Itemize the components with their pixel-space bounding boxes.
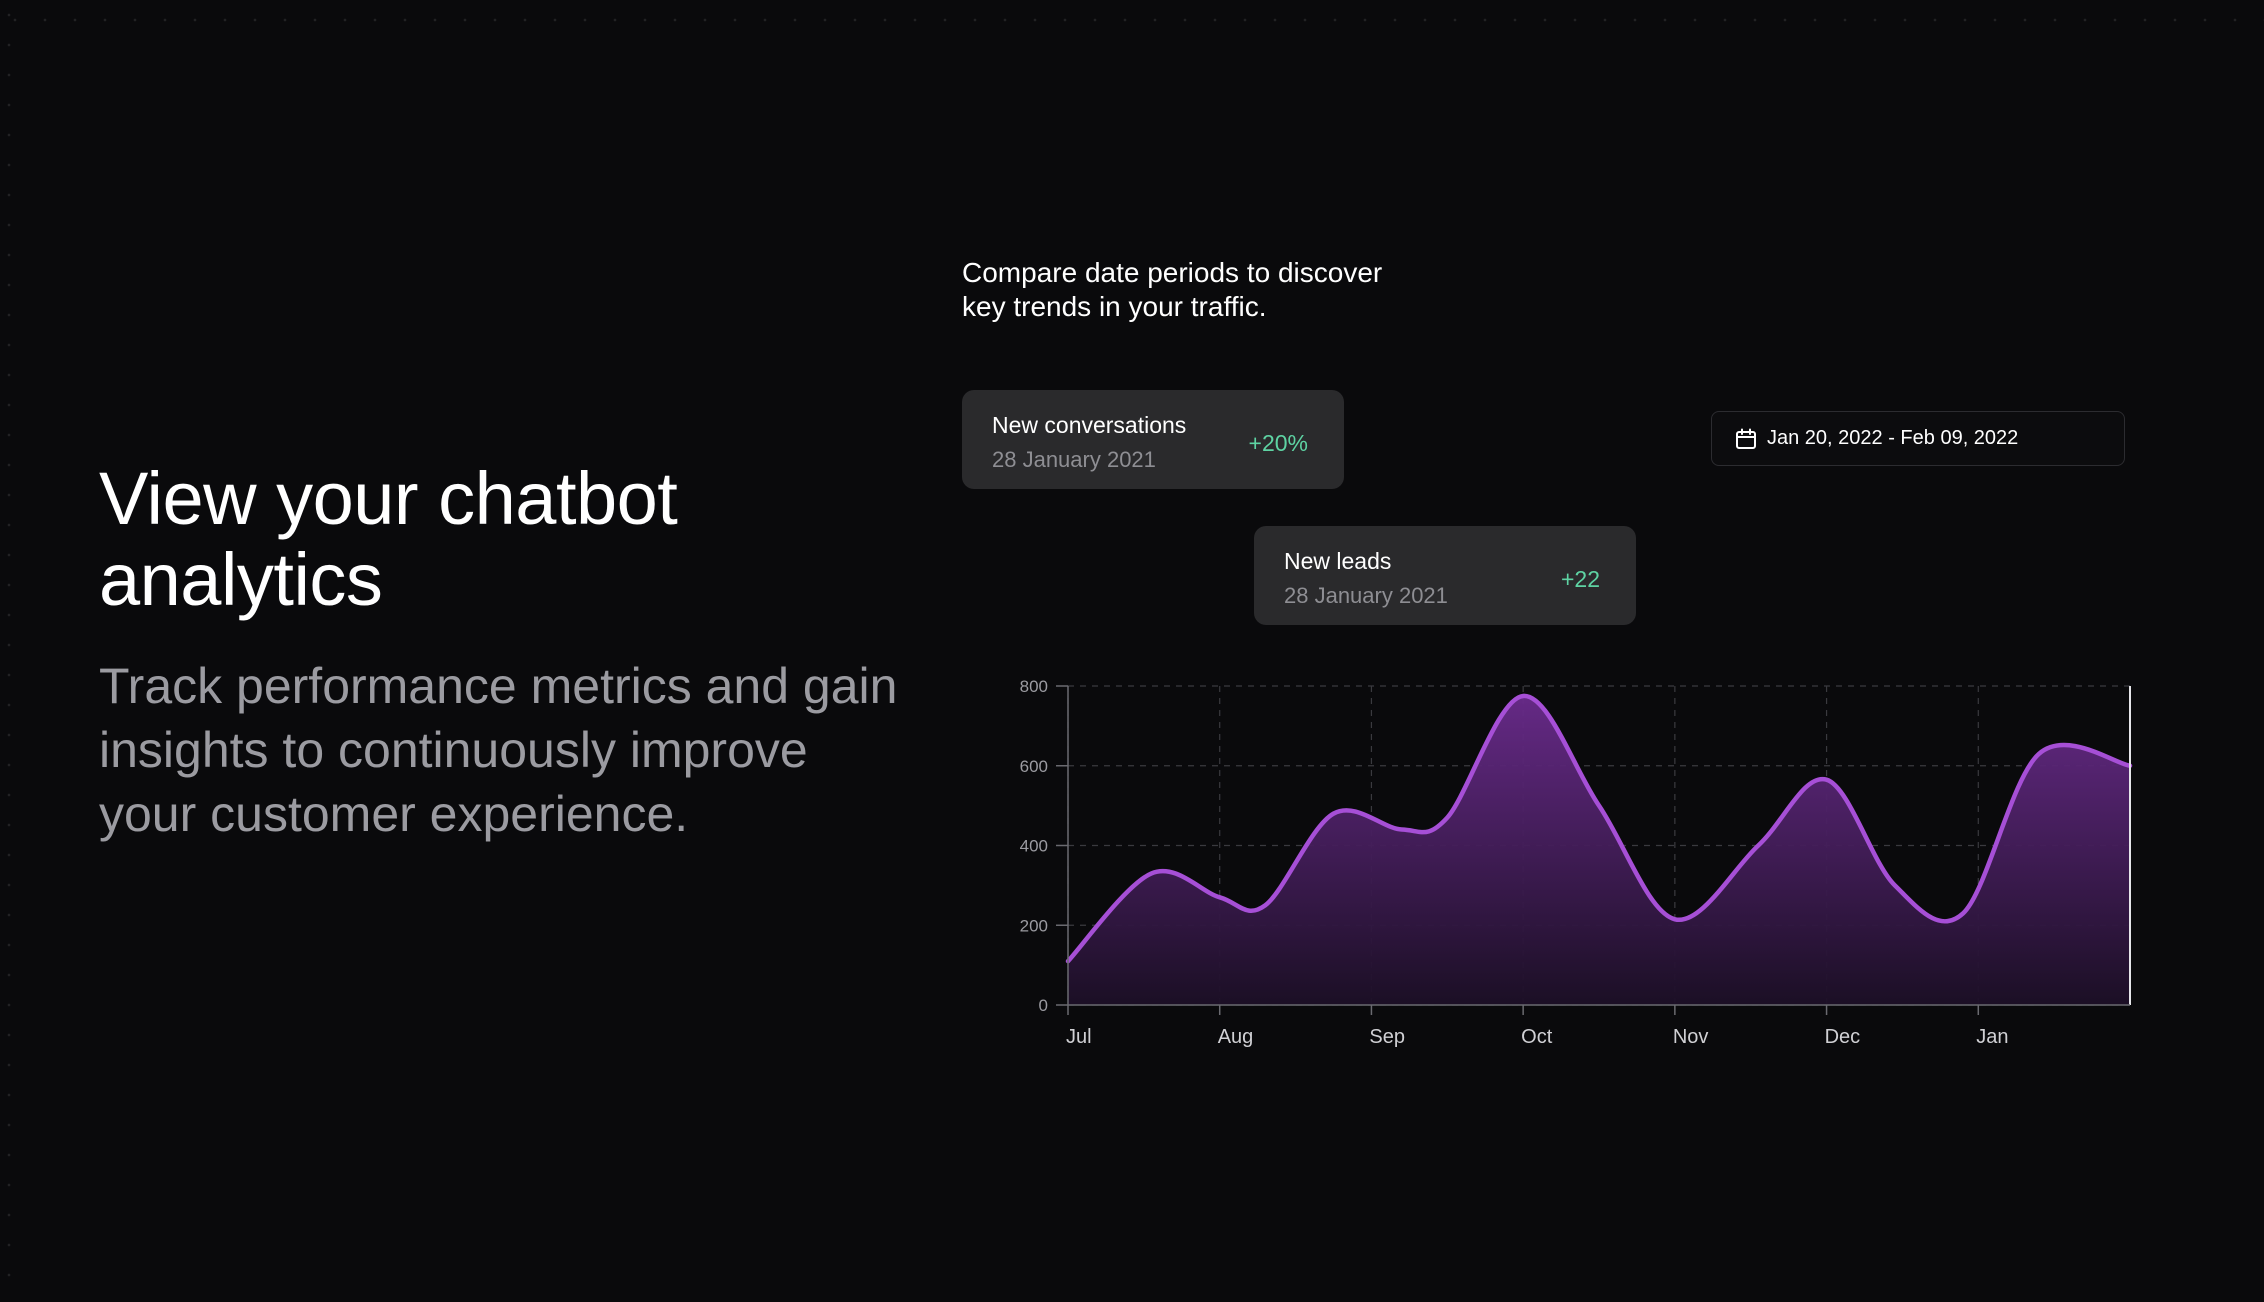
x-tick-label: Dec xyxy=(1825,1026,1861,1048)
x-tick-label: Aug xyxy=(1218,1026,1254,1048)
chart-caption-line2: key trends in your traffic. xyxy=(962,291,1267,322)
chart-axes: 0 200 400 600 800 Jul Aug Sep Oct Nov Dec Jan xyxy=(1020,677,2130,1048)
hero-title-line2: analytics xyxy=(99,538,383,621)
background-dot-grid-left xyxy=(6,0,12,1302)
hero-subtitle: Track performance metrics and gain insig… xyxy=(99,658,898,842)
date-range-picker[interactable]: Jan 20, 2022 - Feb 09, 2022 xyxy=(1711,411,2125,466)
x-tick-label: Jul xyxy=(1066,1026,1092,1048)
y-tick-label: 400 xyxy=(1020,837,1048,856)
y-tick-label: 200 xyxy=(1020,916,1048,935)
card-title: New leads xyxy=(1284,548,1392,574)
x-tick-label: Nov xyxy=(1673,1026,1709,1048)
chart-caption: Compare date periods to discover key tre… xyxy=(962,256,1482,324)
series-line xyxy=(1065,693,2133,964)
x-tick-label: Jan xyxy=(1976,1026,2008,1048)
date-range-label: Jan 20, 2022 - Feb 09, 2022 xyxy=(1767,427,2019,449)
series-area xyxy=(1068,695,2130,1005)
y-tick-label: 600 xyxy=(1020,757,1048,776)
card-title: New conversations xyxy=(992,412,1187,438)
card-date: 28 January 2021 xyxy=(1284,583,1448,608)
new-conversations-card: New conversations 28 January 2021 +20% xyxy=(962,390,1344,489)
x-tick-label: Sep xyxy=(1369,1026,1405,1048)
new-leads-card: New leads 28 January 2021 +22 xyxy=(1254,526,1636,625)
y-tick-label: 800 xyxy=(1020,677,1048,696)
traffic-area-chart: 0 200 400 600 800 Jul Aug Sep Oct Nov Dec Jan xyxy=(1020,677,2133,1048)
card-date: 28 January 2021 xyxy=(992,447,1156,472)
card-delta: +20% xyxy=(1248,430,1308,456)
hero-title: View your chatbot analytics xyxy=(99,457,678,621)
x-tick-label: Oct xyxy=(1521,1026,1553,1048)
y-tick-label: 0 xyxy=(1039,996,1048,1015)
hero-title-line1: View your chatbot xyxy=(99,457,678,540)
background-dot-grid-top xyxy=(0,18,2264,22)
card-delta: +22 xyxy=(1560,566,1600,592)
calendar-icon xyxy=(1736,428,1756,449)
chart-caption-line1: Compare date periods to discover xyxy=(962,257,1383,288)
